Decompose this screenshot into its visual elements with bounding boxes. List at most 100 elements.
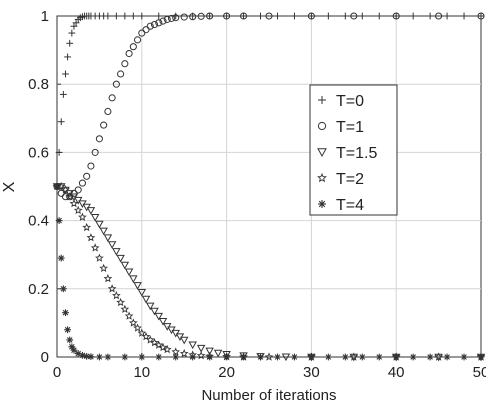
data-point bbox=[155, 353, 163, 361]
data-point bbox=[240, 353, 247, 361]
data-point bbox=[121, 353, 129, 361]
data-point bbox=[86, 233, 96, 242]
data-point bbox=[59, 285, 67, 293]
data-point bbox=[154, 312, 164, 321]
data-point bbox=[117, 70, 125, 78]
x-axis-label: Number of iterations bbox=[201, 387, 336, 404]
data-point bbox=[146, 302, 155, 311]
data-point bbox=[460, 353, 468, 361]
data-point bbox=[90, 243, 100, 252]
data-point bbox=[392, 12, 400, 20]
data-point bbox=[443, 12, 451, 20]
data-point bbox=[99, 263, 108, 273]
data-point bbox=[134, 36, 142, 44]
data-point bbox=[434, 352, 443, 361]
data-point bbox=[167, 14, 176, 22]
data-point bbox=[375, 353, 383, 361]
data-point bbox=[99, 227, 108, 236]
data-point bbox=[150, 20, 159, 29]
data-point bbox=[59, 91, 67, 98]
data-point bbox=[104, 12, 112, 20]
data-point bbox=[307, 12, 315, 20]
data-point bbox=[180, 13, 188, 21]
legend-box bbox=[309, 84, 398, 216]
data-point bbox=[274, 353, 281, 361]
legend-label: T=2 bbox=[336, 171, 364, 188]
data-point bbox=[137, 288, 147, 297]
data-point bbox=[69, 198, 79, 208]
y-axis-ticks: 0 0.2 0.4 0.6 0.8 1 bbox=[28, 8, 61, 366]
data-point bbox=[375, 12, 383, 20]
data-point bbox=[179, 336, 189, 345]
data-point bbox=[83, 172, 91, 180]
data-point bbox=[95, 135, 103, 143]
data-point bbox=[66, 39, 74, 47]
x-tick-label: 0 bbox=[53, 364, 61, 381]
data-point bbox=[55, 149, 63, 156]
data-point bbox=[78, 179, 87, 187]
data-point bbox=[163, 15, 171, 23]
data-point bbox=[197, 12, 205, 20]
data-point bbox=[341, 12, 349, 20]
x-tick-label: 40 bbox=[388, 364, 405, 381]
data-point bbox=[189, 13, 197, 21]
data-point bbox=[358, 353, 366, 361]
data-point bbox=[128, 318, 138, 327]
data-point bbox=[87, 353, 95, 361]
data-point bbox=[103, 274, 113, 283]
legend-marker bbox=[317, 121, 327, 131]
legend-marker bbox=[318, 200, 326, 208]
data-point bbox=[87, 162, 95, 170]
data-point bbox=[206, 353, 214, 361]
data-point bbox=[162, 344, 172, 354]
data-point bbox=[392, 12, 400, 20]
data-point bbox=[426, 12, 434, 20]
data-point bbox=[477, 353, 485, 361]
data-point bbox=[291, 12, 298, 20]
y-tick-label: 0.4 bbox=[28, 213, 49, 230]
data-point bbox=[308, 353, 315, 361]
data-point bbox=[68, 29, 76, 37]
data-point bbox=[95, 253, 104, 262]
y-tick-label: 0.6 bbox=[28, 144, 49, 161]
data-point bbox=[349, 352, 359, 361]
data-point bbox=[137, 328, 147, 337]
data-point bbox=[291, 353, 298, 361]
data-point bbox=[265, 12, 273, 20]
data-point bbox=[72, 19, 80, 27]
data-point bbox=[65, 192, 75, 201]
data-point bbox=[206, 12, 214, 20]
data-point bbox=[86, 207, 96, 215]
data-point bbox=[66, 336, 74, 344]
data-point bbox=[104, 107, 112, 116]
data-point bbox=[150, 307, 159, 316]
x-tick-label: 30 bbox=[303, 364, 320, 381]
series-t-4 bbox=[53, 183, 485, 361]
data-point bbox=[196, 351, 206, 360]
data-point bbox=[155, 12, 163, 20]
data-point bbox=[205, 347, 214, 356]
data-point bbox=[171, 347, 181, 356]
y-tick-label: 0 bbox=[41, 349, 49, 366]
legend-label: T=1.5 bbox=[336, 145, 377, 162]
data-point bbox=[112, 248, 121, 256]
data-point bbox=[189, 353, 197, 361]
y-axis-label: X bbox=[1, 181, 18, 192]
data-point bbox=[120, 261, 130, 270]
series-t-1 bbox=[53, 12, 485, 201]
legend: T=0 T=1 T=1.5 T=2 T=4 bbox=[309, 84, 398, 216]
data-point bbox=[264, 352, 274, 361]
data-point bbox=[350, 12, 358, 20]
data-point bbox=[73, 205, 83, 215]
data-point bbox=[79, 351, 86, 359]
data-point bbox=[324, 353, 332, 361]
data-point bbox=[107, 284, 117, 293]
data-point bbox=[158, 317, 168, 326]
data-point bbox=[460, 12, 468, 20]
data-point bbox=[154, 340, 164, 349]
data-point bbox=[121, 60, 129, 68]
data-point bbox=[257, 353, 264, 361]
data-point bbox=[74, 186, 82, 194]
data-point bbox=[409, 353, 417, 361]
data-point bbox=[78, 212, 87, 221]
